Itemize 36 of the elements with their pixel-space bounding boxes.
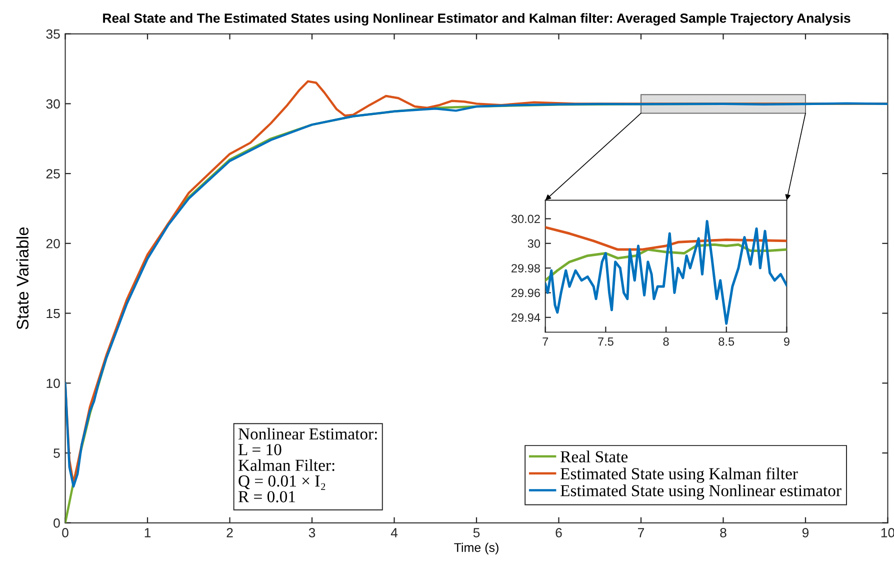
x-tick-label: 2 xyxy=(226,528,233,538)
y-tick-label: 20 xyxy=(46,238,60,248)
x-tick-label: 3 xyxy=(308,528,316,538)
legend-label: Real State xyxy=(560,450,628,462)
x-tick-label: 8 xyxy=(663,337,669,346)
x-tick-label: 6 xyxy=(556,528,562,538)
x-tick-label: 7.5 xyxy=(598,337,614,346)
chart-title: Real State and The Estimated States using Nonlinear Estimator and Kalman filter: Averaged Sample Trajectory Analysis xyxy=(103,13,850,26)
x-tick-label: 1 xyxy=(144,528,151,538)
x-tick-label: 8.5 xyxy=(718,337,734,346)
x-axis-title: Time (s) xyxy=(454,542,498,554)
y-tick-label: 35 xyxy=(46,29,60,39)
x-tick-label: 4 xyxy=(390,528,398,538)
x-tick-label: 5 xyxy=(473,528,480,538)
x-tick-label: 8 xyxy=(720,528,726,538)
y-tick-label: 25 xyxy=(46,169,60,178)
x-tick-label: 7 xyxy=(638,528,644,538)
annotation: Nonlinear Estimator: L = 10 Kalman Filter: Q = 0.01 × I₂ R = 0.01 xyxy=(238,428,377,502)
legend-label: Estimated State using Nonlinear estimator xyxy=(560,484,842,500)
y-tick-label: 10 xyxy=(46,378,60,388)
y-tick-label: 29.98 xyxy=(512,264,540,272)
y-tick-label: 5 xyxy=(54,448,60,458)
x-tick-label: 9 xyxy=(784,337,790,346)
y-tick-label: 29.96 xyxy=(512,288,540,298)
y-tick-label: 15 xyxy=(46,308,60,318)
y-axis-title: State Variable xyxy=(16,227,29,330)
y-tick-label: 30.02 xyxy=(511,214,540,224)
y-tick-label: 30 xyxy=(528,239,540,248)
y-tick-label: 30 xyxy=(46,99,60,109)
x-tick-label: 7 xyxy=(542,337,548,346)
y-tick-label: 29.94 xyxy=(512,313,540,322)
x-tick-label: 9 xyxy=(802,528,809,538)
y-tick-label: 0 xyxy=(54,518,60,528)
line-series xyxy=(545,220,787,325)
legend-label: Estimated State using Kalman filter xyxy=(560,467,798,483)
x-tick-label: 0 xyxy=(62,528,68,538)
